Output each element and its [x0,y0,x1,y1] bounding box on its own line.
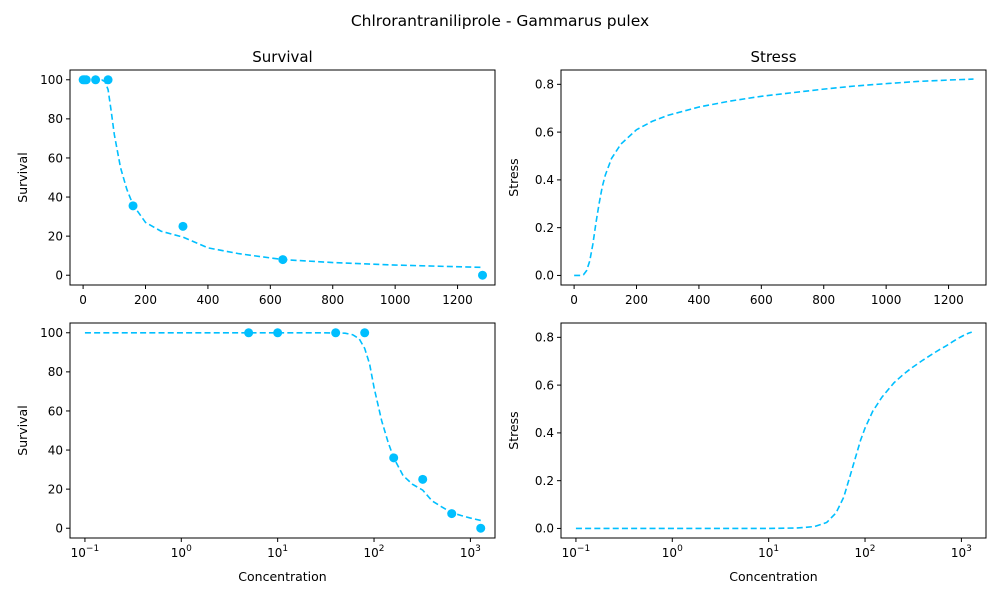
data-point [476,523,486,533]
axes-frame [69,69,496,286]
y-axis-label: Survival [15,152,30,202]
x-tick-label: 103 [951,544,972,560]
x-tick-label: 1000 [380,293,411,307]
y-tick-label: 60 [48,404,63,418]
y-tick-label: 0.0 [535,269,554,283]
y-tick-label: 60 [48,151,63,165]
y-tick-label: 0.8 [535,78,554,92]
x-tick-label: 0 [79,293,87,307]
y-tick-label: 0.2 [535,221,554,235]
panel-survival-linear: 0 200 400 600 800 1000 1200 0 20 40 60 80 100 Surviva… [15,48,496,307]
y-tick-label: 80 [48,112,63,126]
x-tick-label: 100 [662,544,683,560]
y-axis-label: Survival [15,405,30,455]
y-tick-label: 0 [55,522,63,536]
y-tick-label: 40 [48,443,63,457]
y-axis-label: Stress [506,411,521,449]
data-point [178,221,188,231]
x-tick-label: 400 [687,293,710,307]
y-axis-label: Stress [506,158,521,196]
y-tick-label: 40 [48,190,63,204]
x-tick-label: 600 [750,293,773,307]
x-tick-label: 100 [171,544,192,560]
fitted-curve [83,78,483,269]
x-axis-label: Concentration [238,569,326,584]
figure-title: Chlrorantraniliprole - Gammarus pulex [351,12,649,30]
data-point [447,509,457,519]
x-tick-label: 600 [259,293,282,307]
panel-survival-log: 10−1 100 101 102 103 0 20 40 60 80 100 Survival Conc… [15,322,496,584]
x-axis-label: Concentration [729,569,817,584]
y-tick-label: 0 [55,269,63,283]
x-tick-label: 103 [460,544,481,560]
y-tick-label: 100 [40,73,63,87]
x-tick-label: 101 [267,544,288,560]
x-tick-label: 400 [196,293,219,307]
panel-title: Stress [750,48,796,66]
y-tick-label: 20 [48,482,63,496]
data-point [244,328,254,338]
x-tick-label: 1000 [871,293,902,307]
y-tick-label: 0.8 [535,331,554,345]
fitted-curve [575,331,972,530]
panel-stress-log: 10−1 100 101 102 103 0.0 0.2 0.4 0.6 0.8 Stress Con… [506,322,987,584]
x-tick-label: 200 [134,293,157,307]
x-tick-label: 10−1 [562,544,591,560]
y-tick-label: 0.4 [535,426,554,440]
panel-title: Survival [252,48,312,66]
x-tick-label: 101 [758,544,779,560]
y-tick-label: 20 [48,229,63,243]
y-tick-label: 0.2 [535,474,554,488]
y-tick-label: 0.6 [535,378,554,392]
y-tick-label: 0.4 [535,173,554,187]
x-tick-label: 800 [321,293,344,307]
axes-frame [560,69,987,286]
x-tick-label: 102 [364,544,385,560]
x-tick-label: 1200 [442,293,473,307]
y-tick-label: 100 [40,326,63,340]
data-point [273,328,283,338]
x-tick-label: 200 [625,293,648,307]
panel-stress-linear: 0 200 400 600 800 1000 1200 0.0 0.2 0.4 0.6 0.8 Stre… [506,48,987,307]
data-point [478,270,488,280]
fitted-curve [574,78,974,277]
y-tick-label: 0.6 [535,125,554,139]
axes-frame [560,322,987,539]
x-tick-label: 0 [570,293,578,307]
axes-frame [69,322,496,539]
x-tick-label: 102 [855,544,876,560]
fitted-curve [84,331,481,522]
x-tick-label: 800 [812,293,835,307]
y-tick-label: 80 [48,365,63,379]
data-point [360,328,370,338]
y-tick-label: 0.0 [535,522,554,536]
x-tick-label: 10−1 [71,544,100,560]
x-tick-label: 1200 [933,293,964,307]
data-point [418,474,428,484]
